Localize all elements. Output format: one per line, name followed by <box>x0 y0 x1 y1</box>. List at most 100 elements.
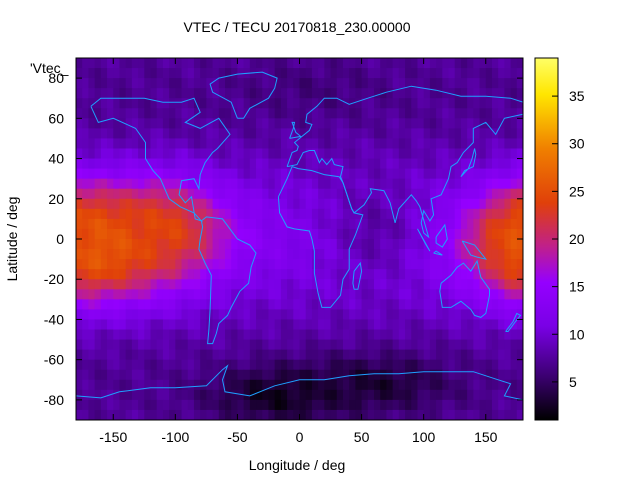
heatmap-cell <box>473 118 481 129</box>
heatmap-cell <box>138 329 145 341</box>
heatmap-cell <box>82 88 90 99</box>
heatmap-cell <box>374 208 381 220</box>
heatmap-cell <box>193 359 201 371</box>
heatmap-cell <box>256 239 263 250</box>
heatmap-cell <box>411 369 419 381</box>
heatmap-cell <box>349 68 356 79</box>
heatmap-cell <box>510 269 518 280</box>
heatmap-cell <box>398 158 406 170</box>
heatmap-cell <box>76 178 83 190</box>
heatmap-cell <box>342 98 350 109</box>
heatmap-cell <box>386 78 394 89</box>
heatmap-cell <box>181 259 189 270</box>
heatmap-cell <box>274 58 282 69</box>
heatmap-cell <box>100 359 108 371</box>
heatmap-cell <box>156 299 164 310</box>
heatmap-cell <box>361 78 369 89</box>
heatmap-cell <box>162 319 170 331</box>
heatmap-cell <box>243 309 251 321</box>
heatmap-cell <box>125 269 133 280</box>
heatmap-cell <box>237 409 245 420</box>
heatmap-cell <box>119 128 127 140</box>
heatmap-cell <box>175 168 183 180</box>
heatmap-grid <box>76 58 523 420</box>
heatmap-cell <box>162 369 170 381</box>
heatmap-cell <box>268 319 276 331</box>
heatmap-cell <box>293 178 301 190</box>
heatmap-cell <box>367 379 375 391</box>
heatmap-cell <box>193 399 201 411</box>
heatmap-cell <box>150 118 158 129</box>
heatmap-cell <box>417 218 425 230</box>
heatmap-cell <box>299 389 307 401</box>
heatmap-cell <box>287 239 294 250</box>
heatmap-cell <box>299 228 307 240</box>
heatmap-cell <box>187 208 195 220</box>
heatmap-cell <box>225 289 232 300</box>
heatmap-cell <box>76 369 83 381</box>
heatmap-cell <box>473 369 481 381</box>
heatmap-cell <box>405 118 412 129</box>
heatmap-cell <box>138 158 145 170</box>
heatmap-cell <box>262 98 270 109</box>
heatmap-cell <box>473 138 481 150</box>
heatmap-cell <box>150 188 158 200</box>
heatmap-cell <box>361 188 369 200</box>
heatmap-cell <box>144 329 152 341</box>
heatmap-cell <box>225 178 232 190</box>
heatmap-cell <box>169 218 176 230</box>
heatmap-cell <box>411 329 419 341</box>
heatmap-cell <box>131 98 139 109</box>
heatmap-cell <box>392 228 400 240</box>
heatmap-cell <box>374 299 381 310</box>
heatmap-cell <box>206 158 214 170</box>
heatmap-cell <box>510 349 518 361</box>
heatmap-cell <box>479 239 487 250</box>
heatmap-cell <box>181 369 189 381</box>
heatmap-cell <box>187 379 195 391</box>
heatmap-cell <box>330 259 338 270</box>
heatmap-cell <box>491 399 499 411</box>
heatmap-cell <box>436 118 443 129</box>
heatmap-cell <box>225 158 232 170</box>
heatmap-cell <box>212 108 220 119</box>
heatmap-cell <box>448 399 456 411</box>
heatmap-cell <box>392 279 400 290</box>
heatmap-cell <box>88 118 96 129</box>
heatmap-cell <box>336 369 344 381</box>
heatmap-cell <box>361 369 369 381</box>
heatmap-cell <box>442 148 450 160</box>
heatmap-cell <box>175 218 183 230</box>
heatmap-cell <box>516 289 523 300</box>
heatmap-cell <box>398 299 406 310</box>
heatmap-cell <box>305 198 313 210</box>
heatmap-cell <box>349 128 356 140</box>
heatmap-cell <box>485 309 493 321</box>
heatmap-cell <box>268 108 276 119</box>
heatmap-cell <box>231 98 239 109</box>
heatmap-cell <box>231 379 239 391</box>
heatmap-cell <box>380 108 388 119</box>
heatmap-cell <box>237 168 245 180</box>
heatmap-cell <box>398 68 406 79</box>
heatmap-cell <box>479 58 487 69</box>
heatmap-cell <box>88 409 96 420</box>
heatmap-cell <box>442 58 450 69</box>
heatmap-cell <box>423 389 431 401</box>
heatmap-cell <box>169 279 176 290</box>
heatmap-cell <box>144 148 152 160</box>
heatmap-cell <box>181 409 189 420</box>
heatmap-cell <box>423 178 431 190</box>
heatmap-cell <box>156 329 164 341</box>
heatmap-cell <box>485 259 493 270</box>
heatmap-cell <box>405 188 412 200</box>
heatmap-cell <box>324 118 332 129</box>
heatmap-cell <box>237 108 245 119</box>
heatmap-cell <box>262 88 270 99</box>
heatmap-cell <box>442 168 450 180</box>
heatmap-cell <box>392 118 400 129</box>
heatmap-cell <box>436 409 443 420</box>
heatmap-cell <box>131 228 139 240</box>
heatmap-cell <box>287 289 294 300</box>
heatmap-cell <box>374 128 381 140</box>
